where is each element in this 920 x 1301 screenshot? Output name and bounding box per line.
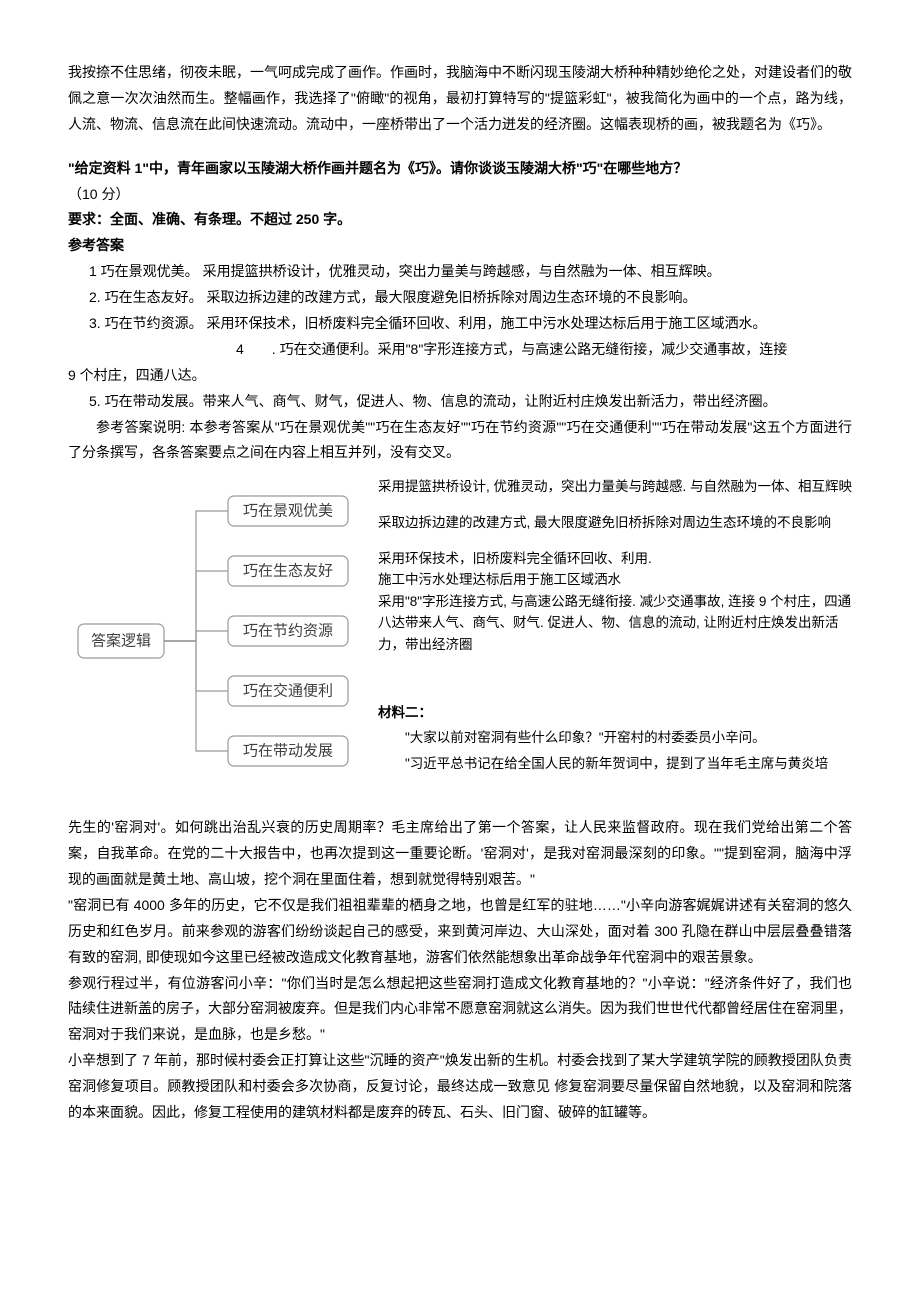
answer-point-4a: 4 . 巧在交通便利。采用"8"字形连接方式，与高速公路无缝衔接，减少交通事故，…: [68, 337, 852, 363]
material-2-quote: "大家以前对窑洞有些什么印象？"开窑村的村委委员小辛问。: [378, 727, 852, 749]
answer-explanation: 参考答案说明: 本参考答案从"巧在景观优美""巧在生态友好""巧在节约资源""巧…: [68, 415, 852, 467]
material2-para-1: 先生的'窑洞对'。如何跳出治乱兴衰的历史周期率？毛主席给出了第一个答案，让人民来…: [68, 815, 852, 893]
material2-para-4: 小辛想到了 7 年前，那时候村委会正打算让这些"沉睡的资产"焕发出新的生机。村委…: [68, 1048, 852, 1126]
answer-header: 参考答案: [68, 233, 852, 259]
right-text-1: 采用提篮拱桥设计, 优雅灵动，突出力量美与跨越感. 与自然融为一体、相互辉映: [378, 476, 852, 498]
question-line: "给定资料 1"中，青年画家以玉陵湖大桥作画并题名为《巧》。请你谈谈玉陵湖大桥"…: [68, 156, 852, 182]
diagram-row: 答案逻辑 巧在景观优美巧在生态友好巧在节约资源巧在交通便利巧在带动发展 采用提篮拱…: [68, 476, 852, 815]
intro-paragraph: 我按捺不住思绪，彻夜未眠，一气呵成完成了画作。作画时，我脑海中不断闪现玉陵湖大桥…: [68, 60, 852, 138]
requirement-line: 要求：全面、准确、有条理。不超过 250 字。: [68, 207, 852, 233]
right-text-3: 采用环保技术，旧桥废料完全循环回收、利用. 施工中污水处理达标后用于施工区域洒水…: [378, 548, 852, 656]
svg-text:答案逻辑: 答案逻辑: [91, 632, 151, 650]
svg-text:巧在带动发展: 巧在带动发展: [243, 743, 333, 760]
svg-text:巧在生态友好: 巧在生态友好: [243, 563, 333, 580]
material-2-lead: "习近平总书记在给全国人民的新年贺词中，提到了当年毛主席与黄炎培: [378, 753, 852, 775]
material-2-title: 材料二：: [378, 705, 432, 720]
svg-text:巧在节约资源: 巧在节约资源: [243, 623, 333, 640]
diagram-right-column: 采用提篮拱桥设计, 优雅灵动，突出力量美与跨越感. 与自然融为一体、相互辉映 采…: [368, 476, 852, 774]
answer-point-2: 2. 巧在生态友好。 采取边拆边建的改建方式，最大限度避免旧桥拆除对周边生态环境…: [68, 285, 852, 311]
material2-para-3: 参观行程过半，有位游客问小辛："你们当时是怎么想起把这些窑洞打造成文化教育基地的…: [68, 971, 852, 1049]
right-text-2: 采取边拆边建的改建方式, 最大限度避免旧桥拆除对周边生态环境的不良影响: [378, 512, 852, 534]
answer-point-3: 3. 巧在节约资源。 采用环保技术，旧桥废料完全循环回收、利用，施工中污水处理达…: [68, 311, 852, 337]
svg-text:巧在交通便利: 巧在交通便利: [243, 682, 333, 700]
answer-point-1: 1 巧在景观优美。 采用提篮拱桥设计，优雅灵动，突出力量美与跨越感，与自然融为一…: [68, 259, 852, 285]
score-line: （10 分）: [68, 182, 852, 208]
svg-text:巧在景观优美: 巧在景观优美: [243, 503, 333, 520]
logic-diagram: 答案逻辑 巧在景观优美巧在生态友好巧在节约资源巧在交通便利巧在带动发展: [68, 476, 368, 815]
answer-point-5: 5. 巧在带动发展。带来人气、商气、财气，促进人、物、信息的流动，让附近村庄焕发…: [68, 389, 852, 415]
answer-point-4b: 9 个村庄，四通八达。: [68, 363, 852, 389]
material2-para-2: "窑洞已有 4000 多年的历史，它不仅是我们祖祖辈辈的栖身之地，也曾是红军的驻…: [68, 893, 852, 971]
